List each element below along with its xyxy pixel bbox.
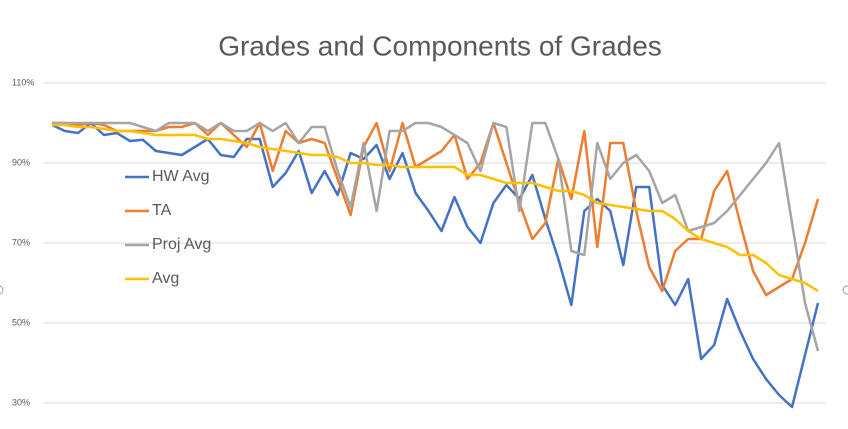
y-tick-label: 30% [12, 397, 30, 407]
legend-label: Proj Avg [152, 236, 211, 253]
y-tick-label: 90% [12, 157, 30, 167]
legend-label: Avg [152, 270, 179, 287]
series-line [52, 123, 819, 293]
y-tick-label: 50% [12, 317, 30, 327]
chart-title: Grades and Components of Grades [218, 30, 662, 61]
series-line [52, 121, 820, 297]
series-line [52, 121, 820, 352]
resize-handle[interactable] [842, 285, 848, 295]
resize-handle[interactable] [0, 285, 4, 295]
y-tick-label: 110% [12, 77, 34, 87]
legend-label: TA [152, 202, 172, 219]
y-tick-label: 70% [12, 237, 30, 247]
series-line [51, 121, 820, 409]
legend-label: HW Avg [152, 168, 210, 185]
